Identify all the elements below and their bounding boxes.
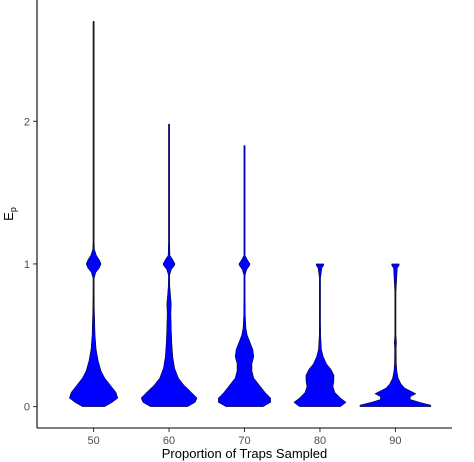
x-tick-label: 90 [389, 435, 401, 447]
violins-layer [69, 21, 432, 407]
x-tick-label: 70 [238, 435, 250, 447]
violin-90 [359, 263, 432, 407]
y-axis-title-subscript: p [8, 207, 18, 212]
x-axis-ticks: 50 60 70 80 90 [87, 428, 402, 447]
violin-70 [218, 145, 271, 407]
y-tick-label: 2 [24, 116, 30, 128]
x-tick-label: 50 [87, 435, 99, 447]
violin-50 [69, 21, 119, 407]
y-axis-ticks: 0 1 2 [24, 116, 37, 414]
y-axis-title: Ep [1, 207, 18, 221]
y-tick-label: 0 [24, 402, 30, 414]
x-axis-title: Proportion of Traps Sampled [162, 446, 327, 461]
violin-80 [293, 263, 347, 407]
x-tick-label: 60 [163, 435, 175, 447]
x-tick-label: 80 [314, 435, 326, 447]
violin-60 [140, 123, 198, 407]
y-axis-title-main: E [1, 212, 16, 221]
y-tick-label: 1 [24, 259, 30, 271]
